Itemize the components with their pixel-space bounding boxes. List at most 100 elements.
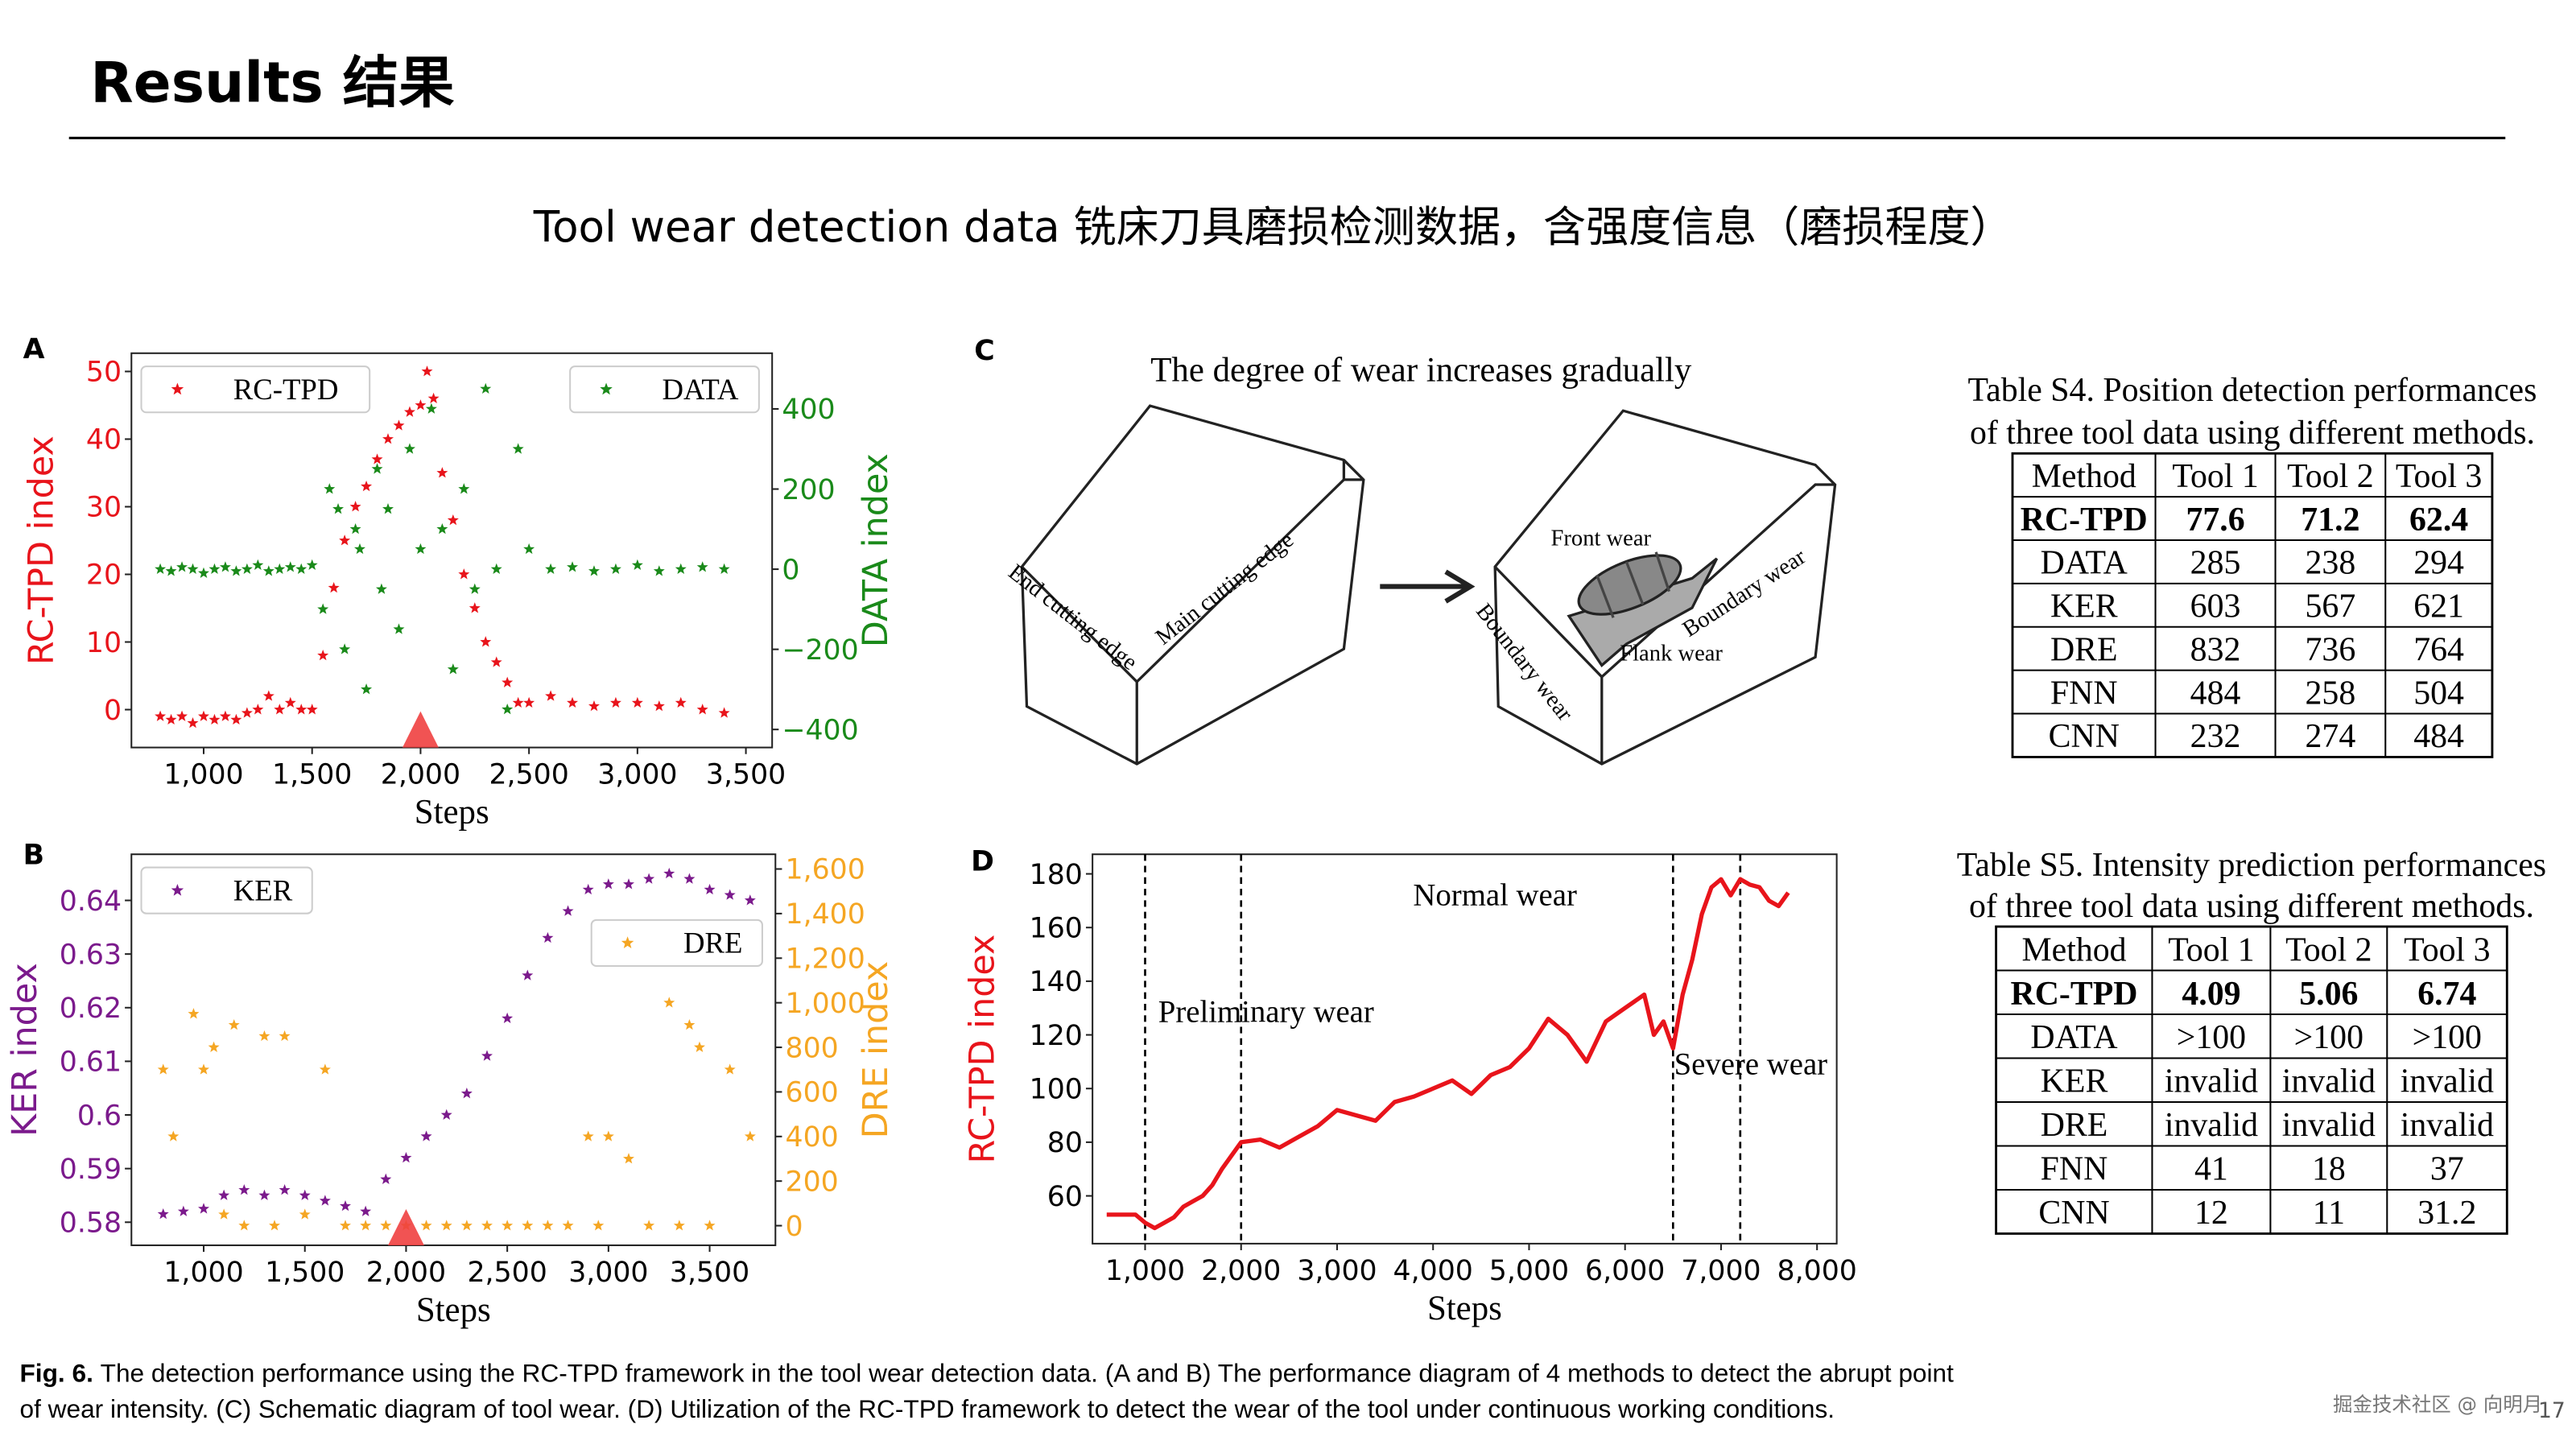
table-cell: 12	[2194, 1195, 2228, 1232]
table-cell: CNN	[2038, 1195, 2109, 1232]
table-cell: 11	[2313, 1195, 2345, 1232]
data-point	[458, 568, 470, 580]
data-point	[567, 561, 579, 572]
data-point	[157, 1063, 169, 1075]
x-tick-label: 8,000	[1777, 1255, 1857, 1287]
y2-tick-label: −200	[782, 634, 858, 667]
y-tick-label: 160	[1030, 912, 1083, 944]
data-point	[683, 873, 696, 884]
data-point	[219, 561, 231, 572]
tool-block	[1020, 404, 1365, 766]
data-point	[360, 1205, 372, 1216]
wear-stripe	[1624, 561, 1645, 605]
table-cell: invalid	[2165, 1063, 2258, 1100]
data-point	[542, 931, 554, 943]
y2-tick-label: 400	[786, 1121, 839, 1154]
data-point	[262, 565, 275, 576]
data-point	[744, 894, 756, 906]
legend-marker	[171, 382, 184, 395]
data-point	[218, 1208, 230, 1220]
data-point	[545, 563, 557, 575]
data-point	[683, 1019, 696, 1030]
data-point	[176, 710, 188, 721]
flank-wear	[1567, 557, 1719, 667]
data-point	[258, 1030, 270, 1042]
x-tick-label: 3,000	[597, 758, 677, 791]
table-cell: 18	[2312, 1151, 2346, 1188]
data-point	[440, 1220, 452, 1231]
data-point	[198, 567, 209, 578]
table-cell: 764	[2413, 631, 2464, 668]
x-tick-label: 3,000	[1297, 1255, 1377, 1287]
table-cell: 567	[2306, 588, 2356, 625]
x-tick-label: 5,000	[1489, 1255, 1569, 1287]
table-cell: 238	[2306, 545, 2356, 582]
data-point	[623, 1153, 634, 1164]
data-point	[469, 602, 481, 613]
y-tick-label: 30	[86, 492, 122, 524]
data-point	[380, 1220, 392, 1231]
table-title: of three tool data using different metho…	[1969, 888, 2534, 925]
data-point	[631, 696, 643, 708]
data-point	[198, 710, 209, 721]
table-cell: 832	[2190, 631, 2241, 668]
y2-tick-label: 1,600	[786, 854, 865, 886]
data-point	[415, 543, 427, 555]
table-cell: DRE	[2050, 631, 2118, 668]
data-point	[218, 1189, 230, 1200]
panel-letter: A	[23, 333, 45, 365]
data-point	[696, 704, 708, 715]
table-cell: >100	[2177, 1019, 2246, 1056]
y-tick-label: 10	[86, 627, 122, 659]
table-cell: 621	[2413, 588, 2464, 625]
plot-frame	[130, 352, 774, 749]
data-point	[157, 1208, 169, 1220]
data-point	[512, 443, 524, 454]
data-point	[279, 1030, 291, 1042]
table-cell: 4.09	[2182, 976, 2240, 1013]
table-frame	[1995, 925, 2508, 1235]
data-point	[588, 565, 600, 576]
y-tick-label: 0.61	[60, 1046, 122, 1079]
data-point	[208, 1041, 220, 1052]
table-cell: DATA	[2030, 1019, 2117, 1056]
data-point	[393, 623, 405, 634]
table-cell: Tool 3	[2404, 931, 2490, 968]
data-line	[1106, 877, 1790, 1231]
y-tick-label: 0.62	[60, 993, 122, 1025]
data-point	[306, 704, 318, 715]
legend-marker	[621, 936, 634, 949]
data-point	[324, 483, 336, 494]
data-point	[653, 565, 665, 576]
header-title: Results 结果	[90, 52, 454, 116]
data-point	[562, 905, 574, 916]
data-point	[522, 969, 534, 980]
table-cell: >100	[2294, 1019, 2363, 1056]
y-tick-label: 0.64	[60, 886, 122, 918]
table-cell: 62.4	[2409, 502, 2468, 539]
data-point	[602, 878, 614, 890]
data-point	[420, 1130, 432, 1141]
data-point	[360, 1220, 372, 1231]
x-tick-label: 3,000	[568, 1257, 648, 1289]
table-cell: 71.2	[2301, 502, 2359, 539]
data-point	[694, 1041, 705, 1052]
page-number: 17	[2538, 1398, 2566, 1423]
data-point	[481, 1220, 493, 1231]
data-point	[279, 1183, 291, 1195]
y-tick-label: 0.58	[60, 1208, 122, 1240]
table-cell: 258	[2306, 675, 2356, 712]
data-point	[332, 503, 345, 514]
data-point	[328, 581, 340, 593]
data-point	[469, 583, 481, 594]
data-point	[208, 563, 221, 575]
y-axis-label: RC-TPD index	[21, 436, 61, 665]
table-cell: 41	[2194, 1151, 2228, 1188]
tool-edge	[1493, 483, 1835, 679]
data-point	[238, 1220, 250, 1231]
data-point	[167, 1130, 180, 1141]
table-cell: CNN	[2049, 718, 2120, 755]
diagram-label: Front wear	[1551, 526, 1652, 551]
x-tick-label: 3,500	[706, 758, 786, 791]
